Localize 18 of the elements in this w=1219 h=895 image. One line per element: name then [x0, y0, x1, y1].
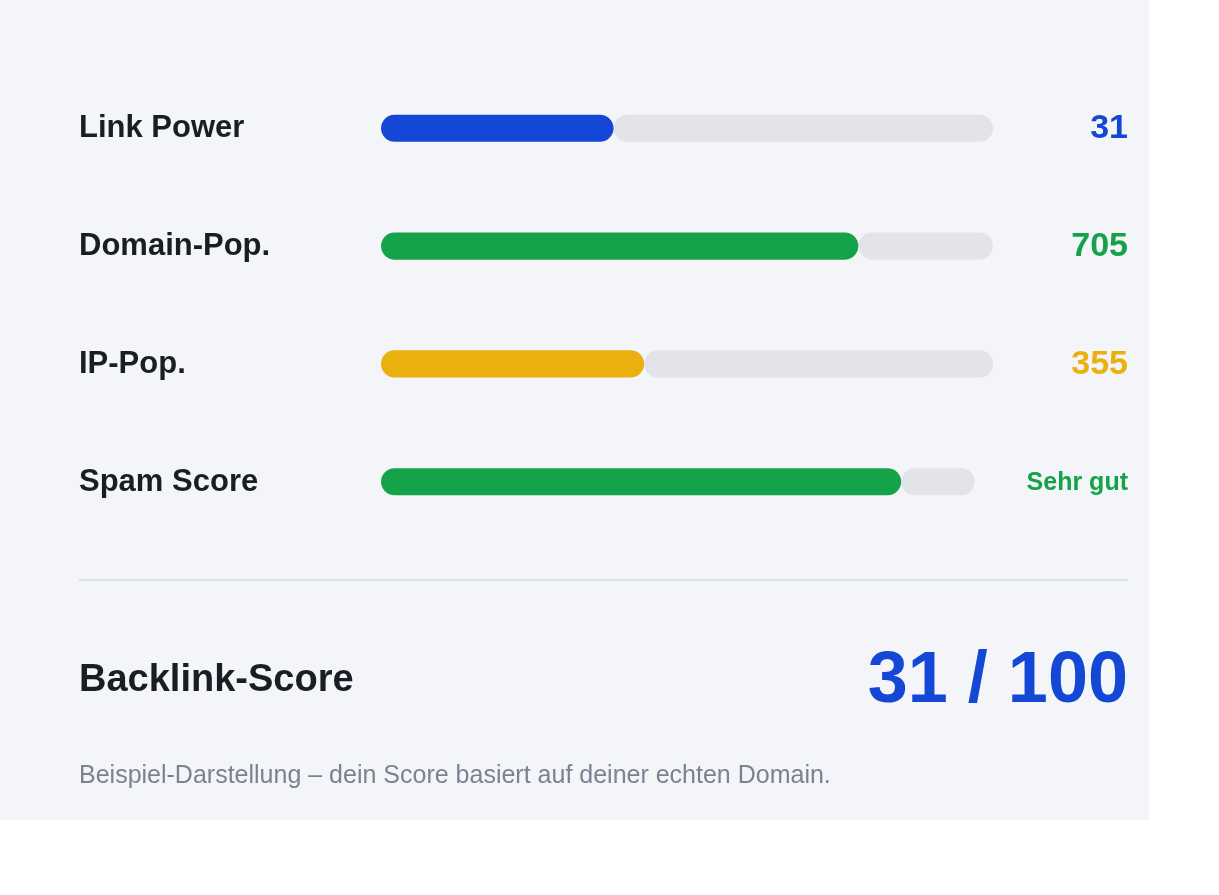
- bar: [381, 350, 645, 378]
- text: Beispiel-Darstellung – dein Score basiert auf deiner echten Domain.: [79, 760, 831, 788]
- text: 31 / 100: [867, 637, 1128, 717]
- text: 31: [1090, 107, 1128, 146]
- bar: [381, 468, 902, 496]
- text: Backlink-Score: [79, 657, 354, 699]
- bar: [381, 232, 859, 260]
- text: 705: [1071, 225, 1128, 264]
- bar: [613, 114, 993, 142]
- y-tick-label: Domain-Pop.: [79, 227, 271, 263]
- bar: [381, 114, 614, 142]
- text: Sehr gut: [1026, 466, 1129, 495]
- y-tick-label: Spam Score: [79, 462, 259, 498]
- text: 355: [1071, 342, 1128, 381]
- y-tick-label: IP-Pop.: [79, 344, 186, 380]
- bar: [644, 350, 993, 378]
- bar: [858, 232, 993, 260]
- y-tick-label: Link Power: [79, 109, 245, 145]
